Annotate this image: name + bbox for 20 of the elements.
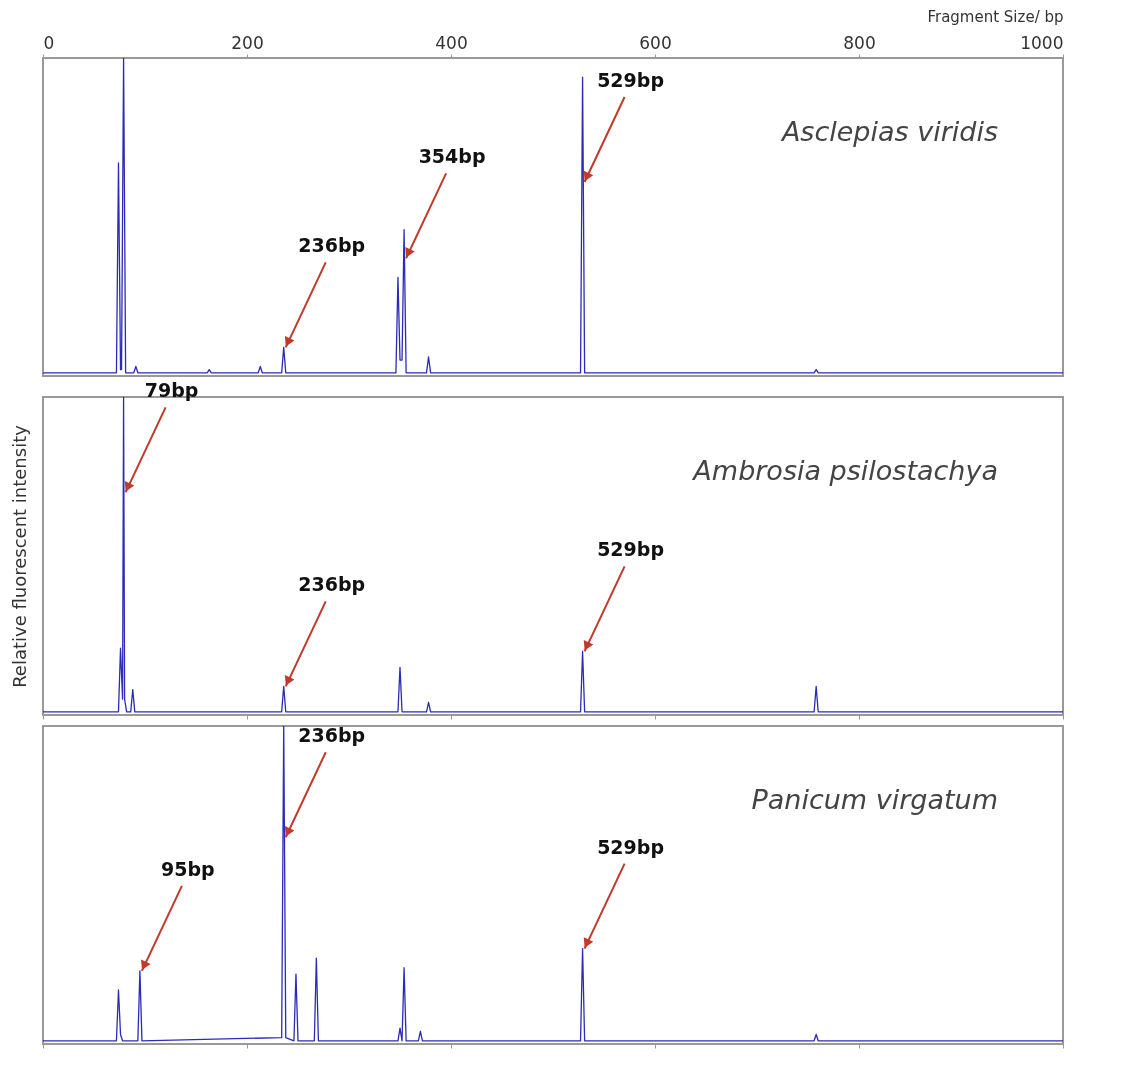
annotation: 236bp (298, 234, 366, 257)
annotation: 95bp (161, 857, 215, 880)
text: Asclepias viridis (779, 116, 998, 147)
text: Panicum virgatum (751, 784, 998, 815)
x-tick-label: 0 (43, 32, 55, 53)
annotation: 529bp (597, 538, 665, 561)
annotation: 354bp (418, 145, 486, 168)
annotation: 236bp (298, 573, 366, 596)
annotation: 236bp (298, 724, 366, 747)
x-tick-label: 400 (435, 32, 468, 53)
annotation: 529bp (597, 835, 665, 858)
x-tick-label: 600 (639, 32, 672, 53)
x-tick-label: 200 (231, 32, 264, 53)
x-axis-title: Fragment Size/ bp (927, 7, 1064, 26)
annotation: 529bp (597, 69, 665, 92)
x-tick-label: 800 (843, 32, 876, 53)
annotation: 79bp (144, 379, 199, 402)
x-tick-label: 1000 (1020, 32, 1064, 53)
y-axis-title: Relative fluorescent intensity (8, 424, 30, 688)
text: Ambrosia psilostachya (691, 455, 998, 486)
